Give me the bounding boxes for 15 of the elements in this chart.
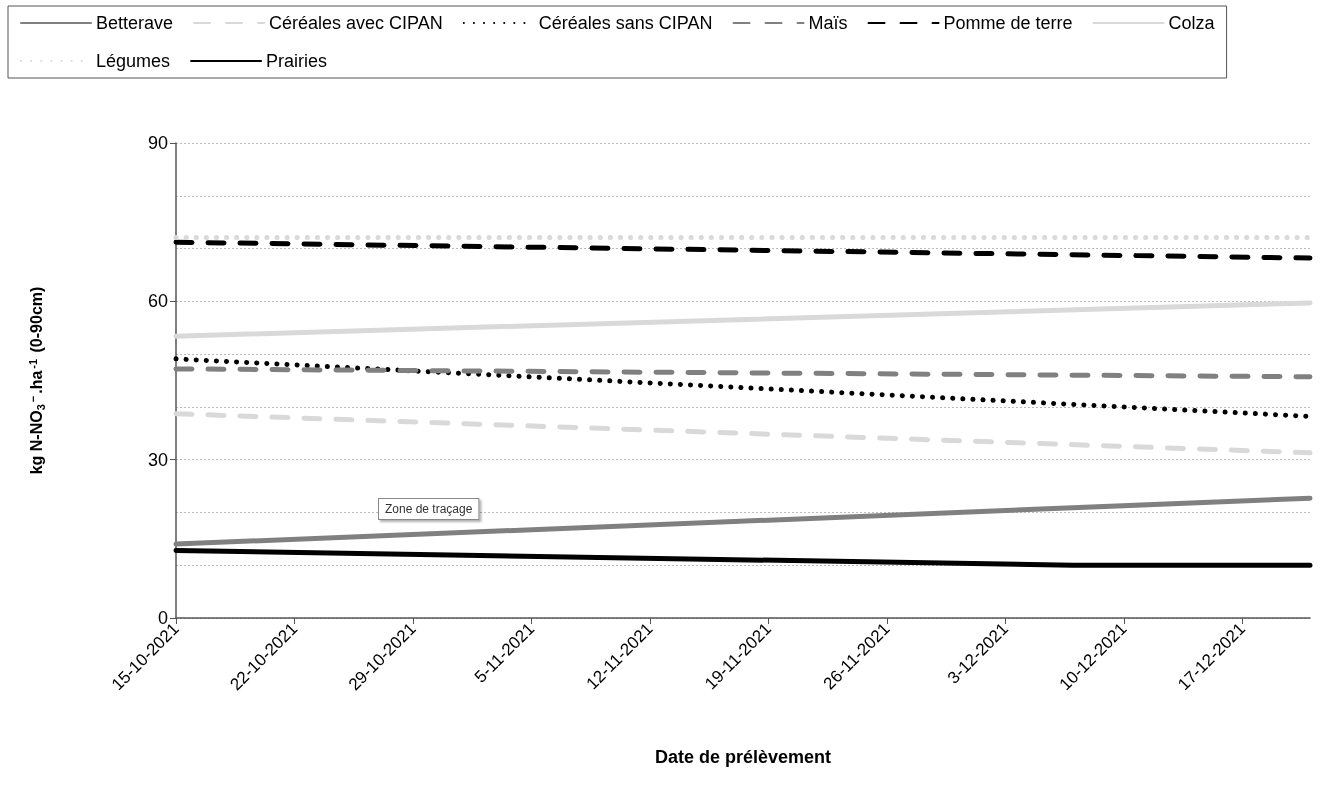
annotation: Zone de traçage <box>385 502 473 516</box>
y-tick-label: 90 <box>147 133 168 153</box>
legend-label: Maïs <box>808 13 848 33</box>
y-tick-label: 0 <box>157 608 168 628</box>
legend-label: Pomme de terre <box>943 13 1073 33</box>
y-axis-title: kg N-NO3−.ha-1 (0-90cm) <box>26 286 47 475</box>
x-axis-title: Date de prélèvement <box>654 747 832 767</box>
legend-label: Légumes <box>96 51 171 71</box>
legend-label: Céréales avec CIPAN <box>269 13 443 33</box>
legend-label: Prairies <box>266 51 328 71</box>
y-tick-label: 30 <box>147 449 168 470</box>
legend-label: Céréales sans CIPAN <box>538 13 713 33</box>
legend-label: Colza <box>1168 13 1216 33</box>
y-tick-label: 60 <box>147 291 168 312</box>
legend-label: Betterave <box>96 13 174 33</box>
